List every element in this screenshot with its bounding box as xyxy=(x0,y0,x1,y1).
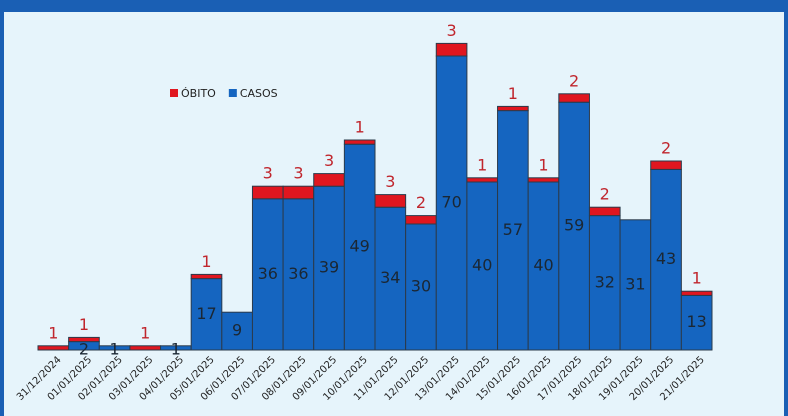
bar-segment xyxy=(435,42,468,57)
bar-segment xyxy=(37,345,70,351)
data-label: 59 xyxy=(564,216,584,235)
bar-segment xyxy=(558,101,590,351)
data-label: 49 xyxy=(350,237,370,256)
data-label: 1 xyxy=(692,269,702,288)
data-label: 1 xyxy=(538,155,548,174)
bar-segment xyxy=(313,173,345,187)
bar-segment xyxy=(650,160,682,170)
data-label: 30 xyxy=(411,277,431,296)
bar-segment xyxy=(435,55,468,351)
bar-segment xyxy=(343,139,376,145)
bar-segment xyxy=(313,185,345,351)
data-label: 13 xyxy=(687,312,707,331)
data-label: 36 xyxy=(288,264,308,283)
data-label: 1 xyxy=(140,323,150,342)
bar-segment xyxy=(497,105,529,112)
bar-segment xyxy=(374,206,407,351)
bar-segment xyxy=(282,185,315,200)
data-label: 1 xyxy=(477,155,487,174)
data-label: 1 xyxy=(355,118,365,137)
data-label: 2 xyxy=(600,185,610,204)
data-label: 40 xyxy=(533,256,553,275)
bar-segment xyxy=(497,110,529,351)
bar-segment xyxy=(527,177,560,183)
data-label: 2 xyxy=(569,71,579,90)
data-label: 3 xyxy=(446,21,456,40)
bar-segment xyxy=(190,278,223,351)
data-label: 39 xyxy=(319,258,339,277)
data-label: 1 xyxy=(508,84,518,103)
bar-segment xyxy=(680,290,713,296)
legend-label: CASOS xyxy=(240,87,278,100)
data-label: 31 xyxy=(625,274,645,293)
data-label: 43 xyxy=(656,249,676,268)
bar-segment xyxy=(558,93,590,103)
bar-segment xyxy=(405,223,437,351)
bar-segment xyxy=(68,336,100,343)
data-label: 1 xyxy=(79,315,89,334)
data-label: 1 xyxy=(201,252,211,271)
bar-segment xyxy=(251,185,284,200)
data-label: 57 xyxy=(503,220,523,239)
data-label: 3 xyxy=(324,151,334,170)
bar-segment xyxy=(190,273,223,280)
bar-segment xyxy=(129,345,162,351)
data-label: 36 xyxy=(258,264,278,283)
data-label: 40 xyxy=(472,256,492,275)
legend-swatch xyxy=(228,89,237,97)
data-label: 2 xyxy=(79,340,89,359)
data-label: 1 xyxy=(171,340,181,359)
data-label: 2 xyxy=(416,193,426,212)
data-label: 34 xyxy=(380,268,400,287)
data-label: 1 xyxy=(48,323,58,342)
data-label: 3 xyxy=(293,164,303,183)
legend-label: ÓBITO xyxy=(181,87,216,100)
data-label: 2 xyxy=(661,139,671,158)
bar-segment xyxy=(466,177,499,183)
data-label: 3 xyxy=(263,164,273,183)
data-label: 17 xyxy=(196,304,216,323)
bar-segment xyxy=(251,198,284,351)
data-label: 9 xyxy=(232,321,242,340)
bar-segment xyxy=(374,194,407,208)
data-label: 70 xyxy=(441,193,461,212)
bar-segment xyxy=(527,181,560,351)
bar-segment xyxy=(405,215,437,225)
data-label: 1 xyxy=(109,340,119,359)
bar-segment xyxy=(619,219,652,351)
bar-segment xyxy=(588,206,621,217)
legend-swatch xyxy=(170,89,178,97)
data-label: 32 xyxy=(595,272,615,291)
data-label: 3 xyxy=(385,172,395,191)
